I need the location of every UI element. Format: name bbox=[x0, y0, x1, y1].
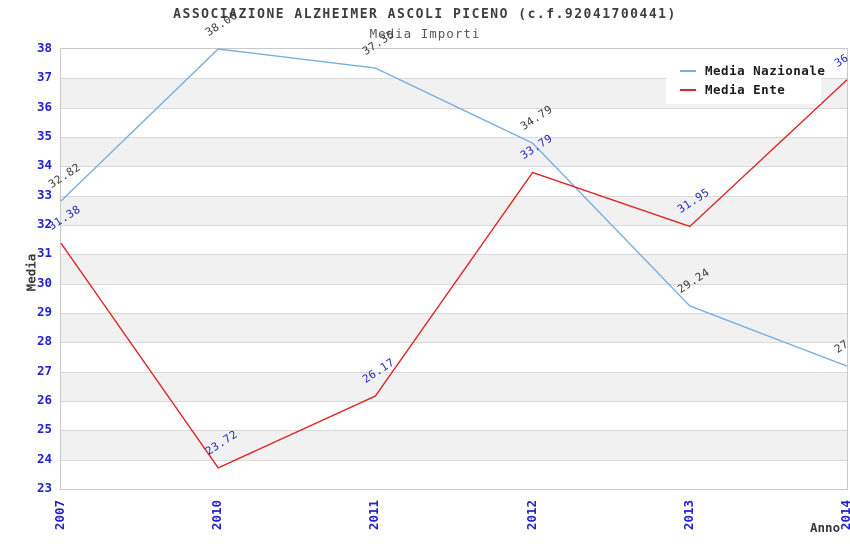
y-tick-label: 31 bbox=[36, 245, 52, 261]
y-tick-label: 36 bbox=[36, 98, 52, 114]
gridline bbox=[61, 313, 847, 314]
grid-band bbox=[61, 459, 847, 489]
y-tick-label: 24 bbox=[36, 450, 52, 466]
series-line bbox=[60, 79, 848, 469]
grid-band bbox=[61, 225, 847, 255]
grid-band bbox=[61, 342, 847, 372]
gridline bbox=[61, 137, 847, 138]
chart-title: ASSOCIAZIONE ALZHEIMER ASCOLI PICENO (c.… bbox=[173, 7, 677, 22]
y-tick-label: 29 bbox=[36, 304, 52, 319]
plot-area: 32.82 38.00 37.35 34.79 29.24 27.19 31.38 23.72… bbox=[46, 9, 850, 490]
x-axis-title: Anno bbox=[810, 520, 841, 535]
grid-band bbox=[61, 313, 847, 343]
legend-label: Media Ente bbox=[705, 82, 786, 97]
gridline bbox=[61, 195, 847, 197]
y-tick-label: 27 bbox=[36, 362, 52, 378]
x-tick-label: 2013 bbox=[680, 499, 696, 531]
grid-band bbox=[61, 137, 847, 167]
legend: Media Nazionale Media Ente bbox=[666, 56, 825, 104]
legend-label: Media Nazionale bbox=[705, 63, 826, 78]
x-tick-label: 2012 bbox=[523, 499, 539, 531]
y-tick-label: 38 bbox=[36, 40, 52, 55]
y-tick-label: 34 bbox=[36, 157, 52, 173]
gridline bbox=[61, 342, 847, 344]
grid-band bbox=[61, 401, 847, 431]
legend-line-swatch-icon bbox=[680, 69, 696, 72]
series-line bbox=[60, 48, 848, 367]
legend-item: Media Ente bbox=[680, 80, 821, 99]
gridline bbox=[61, 371, 847, 373]
grid-band bbox=[61, 107, 847, 137]
legend-line-swatch-icon bbox=[680, 88, 696, 91]
grid-band bbox=[61, 166, 847, 196]
gridline bbox=[61, 254, 847, 256]
y-tick-label: 23 bbox=[36, 480, 52, 495]
gridline bbox=[61, 107, 847, 109]
grid-band bbox=[61, 371, 847, 401]
y-tick-label: 35 bbox=[36, 128, 52, 143]
grid-band bbox=[61, 195, 847, 225]
grid-band bbox=[61, 430, 847, 460]
gridline bbox=[61, 78, 847, 80]
x-tick-label: 2014 bbox=[838, 499, 850, 531]
y-tick-label: 25 bbox=[36, 421, 52, 437]
y-tick-label: 26 bbox=[36, 392, 52, 407]
grid-band bbox=[61, 283, 847, 313]
gridline bbox=[61, 430, 847, 432]
y-tick-label: 28 bbox=[36, 333, 52, 349]
x-tick-label: 2007 bbox=[52, 499, 67, 531]
legend-item: Media Nazionale bbox=[680, 61, 825, 80]
grid-band bbox=[61, 254, 847, 284]
y-tick-label: 37 bbox=[36, 69, 52, 85]
gridline bbox=[61, 225, 847, 226]
x-tick-label: 2010 bbox=[209, 499, 225, 531]
y-tick-label: 30 bbox=[36, 274, 52, 290]
y-tick-label: 33 bbox=[36, 186, 52, 202]
chart-subtitle: Media Importi bbox=[369, 26, 481, 41]
y-tick-label: 32 bbox=[36, 216, 52, 231]
x-tick-label: 2011 bbox=[366, 499, 382, 531]
gridline bbox=[61, 459, 847, 461]
gridline bbox=[61, 401, 847, 402]
series-lines bbox=[60, 48, 848, 469]
gridline bbox=[61, 166, 847, 168]
